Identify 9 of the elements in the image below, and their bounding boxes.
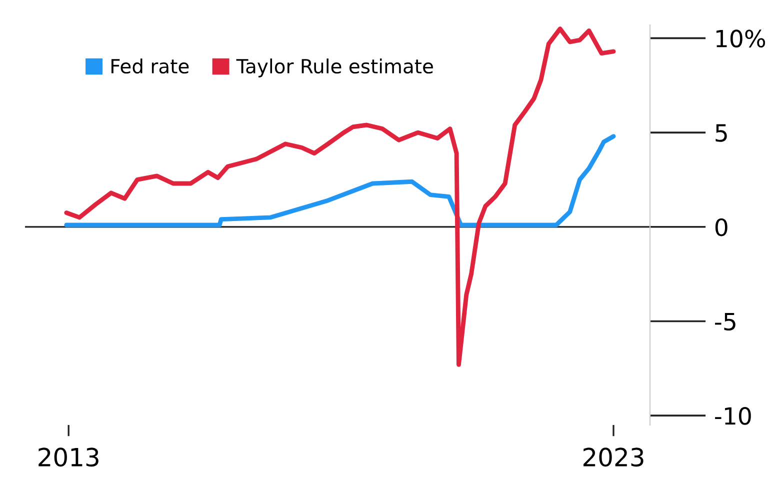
y-tick-label: 0 [715,218,728,236]
y-tick-label: 10% [716,30,766,48]
y-tick-label: -10 [715,407,751,425]
legend-label: Fed rate [111,58,189,74]
y-tick-label: -5 [715,312,736,331]
x-tick-label: 2013 [38,448,98,467]
y-tick-label: 5 [716,124,727,142]
legend-label: Taylor Rule estimate [236,58,433,78]
x-tick-label: 2023 [584,448,644,467]
